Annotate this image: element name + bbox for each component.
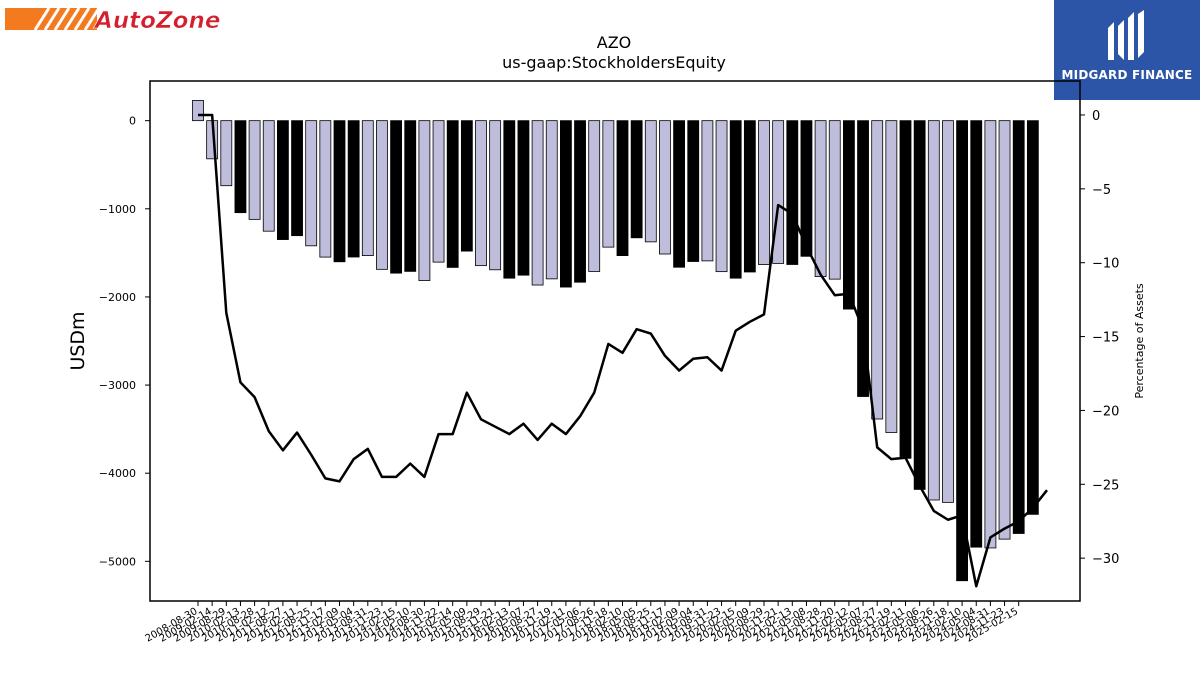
pct-assets-line (198, 113, 1048, 588)
y-tick-label: −2000 (99, 291, 136, 304)
equity-bar (489, 120, 502, 271)
equity-bar (347, 120, 360, 258)
equity-bars (192, 100, 1039, 582)
equity-bar (673, 120, 685, 268)
equity-bar (588, 120, 601, 272)
y-tick-label: −3000 (99, 379, 136, 392)
equity-bar (418, 120, 431, 281)
equity-bar (446, 120, 459, 268)
equity-bar (729, 120, 742, 279)
equity-bar (758, 120, 770, 265)
equity-bar (871, 120, 884, 420)
y-tick-label: −4000 (99, 467, 136, 480)
midgard-finance-logo-text: MIDGARD FINANCE (1061, 68, 1193, 82)
equity-bar (800, 120, 813, 257)
autozone-logo-text: AutoZone (93, 8, 220, 33)
equity-bar (772, 120, 785, 264)
equity-bar (475, 120, 487, 267)
chart-title: AZO (597, 33, 632, 52)
left-y-axis: 0 −1000 −2000 −3000 −4000 −5000 (99, 115, 150, 568)
equity-bar (998, 120, 1011, 540)
equity-bar (927, 120, 940, 501)
chart-subtitle: us-gaap:StockholdersEquity (502, 53, 726, 72)
equity-bar (786, 120, 799, 265)
y2-tick-label: −5 (1092, 183, 1111, 198)
equity-bar (701, 120, 714, 262)
plot-frame (149, 80, 1081, 602)
equity-bar (1012, 120, 1025, 534)
equity-bar (942, 120, 954, 503)
right-y-axis: 0 −5 −10 −15 −20 −25 −30 (1080, 109, 1119, 567)
equity-bar (517, 120, 530, 276)
equity-bar (262, 120, 275, 232)
autozone-logo: AutoZone (5, 5, 231, 34)
equity-bar (1026, 120, 1039, 515)
y-axis-label: USDm (67, 311, 89, 370)
equity-bar (305, 120, 318, 247)
equity-bar (234, 120, 247, 214)
equity-bar (220, 120, 233, 187)
equity-bar (970, 120, 983, 548)
y2-tick-label: −20 (1092, 404, 1119, 419)
equity-bar (276, 120, 289, 240)
equity-bar (560, 120, 572, 288)
midgard-emblem-icon (1108, 10, 1144, 60)
y2-tick-label: 0 (1092, 109, 1100, 124)
y2-axis-label: Percentage of Assets (1133, 283, 1146, 399)
equity-bar (913, 120, 926, 490)
equity-bar (743, 120, 756, 273)
equity-bar (574, 120, 586, 283)
equity-bar (828, 120, 841, 280)
y2-tick-label: −25 (1092, 478, 1119, 493)
y-tick-label: 0 (129, 115, 136, 128)
equity-bar (291, 120, 303, 237)
equity-bar (687, 120, 700, 262)
equity-bar (644, 120, 657, 243)
y2-tick-label: −15 (1092, 331, 1119, 346)
equity-bar (432, 120, 445, 263)
equity-bar (659, 120, 671, 255)
y2-tick-label: −10 (1092, 257, 1119, 272)
pct-assets-line-layer (198, 113, 1048, 588)
equity-bar (361, 120, 374, 257)
equity-bar (616, 120, 629, 257)
equity-bar (602, 120, 615, 248)
y-tick-label: −5000 (99, 555, 136, 568)
equity-bar (956, 120, 968, 582)
equity-bar (899, 120, 912, 459)
x-axis: 2008-08-302009-02-142009-08-292010-02-13… (144, 601, 1020, 645)
equity-bar (984, 120, 997, 549)
equity-bar (390, 120, 403, 274)
equity-bar (376, 120, 388, 270)
midgard-finance-logo: MIDGARD FINANCE (1054, 0, 1200, 100)
equity-bar (715, 120, 728, 273)
equity-bar (460, 120, 473, 252)
equity-bar (630, 120, 643, 239)
equity-bar (531, 120, 544, 286)
autozone-logo-mark: AutoZone (5, 7, 221, 34)
equity-bar (503, 120, 516, 279)
equity-bar (885, 120, 898, 433)
equity-bar (404, 120, 417, 272)
equity-bar (843, 120, 855, 310)
equity-bar (319, 120, 332, 258)
y-tick-label: −1000 (99, 203, 136, 216)
equity-bar (814, 120, 827, 277)
equity-bar (857, 120, 869, 397)
equity-bar (248, 120, 261, 220)
equity-bar (333, 120, 346, 263)
y2-tick-label: −30 (1092, 552, 1119, 567)
equity-bar (545, 120, 558, 280)
equity-bar (192, 100, 204, 122)
